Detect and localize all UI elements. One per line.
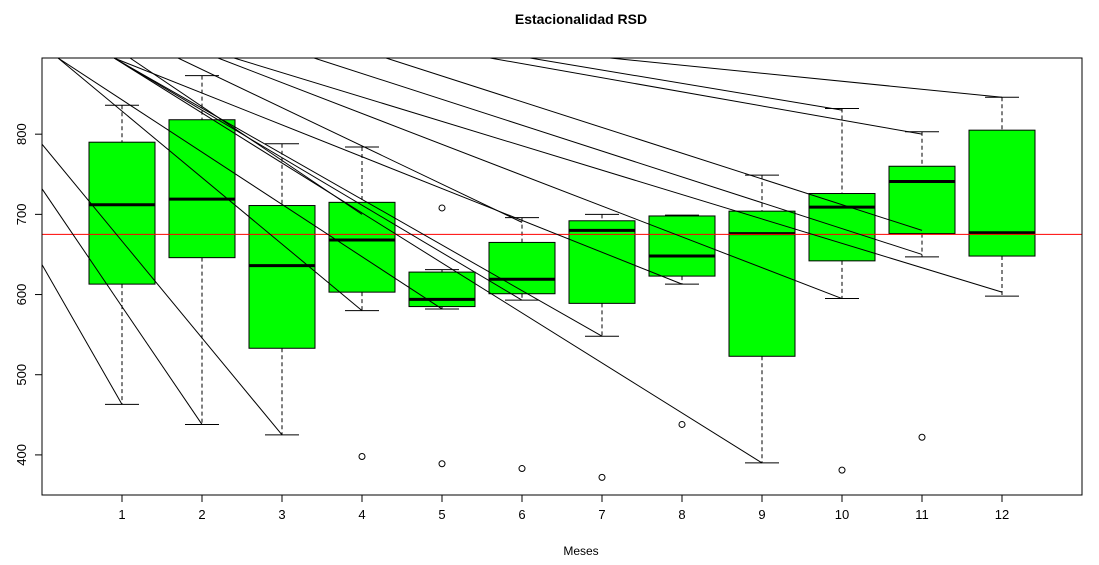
box-month-8 — [648, 214, 716, 428]
box-iqr — [248, 205, 316, 349]
diagonal-line — [217, 58, 843, 300]
outlier-point — [438, 204, 446, 212]
box-month-9 — [728, 174, 796, 464]
diagonal-line — [177, 58, 523, 223]
outlier-point — [918, 433, 926, 441]
y-tick-label: 600 — [14, 284, 29, 306]
diagonal-line — [57, 58, 363, 311]
box-month-7 — [568, 213, 636, 481]
x-tick-label: 3 — [278, 507, 285, 522]
diagonal-line — [489, 58, 923, 135]
box-month-3 — [248, 143, 316, 436]
outlier-point — [358, 453, 366, 461]
y-tick-label: 700 — [14, 204, 29, 226]
x-tick-label: 9 — [758, 507, 765, 522]
outlier-point — [438, 460, 446, 468]
box-iqr — [888, 165, 956, 235]
box-month-5 — [408, 204, 476, 468]
x-tick-label: 1 — [118, 507, 125, 522]
outlier-point — [518, 465, 526, 473]
outlier-point — [598, 473, 606, 481]
x-tick-label: 5 — [438, 507, 445, 522]
diagonal-line — [609, 58, 1003, 98]
box-iqr — [728, 210, 796, 357]
box-month-10 — [808, 108, 876, 474]
diagonal-line — [113, 58, 683, 285]
diagonal-line — [233, 58, 1003, 293]
diagonal-line — [385, 58, 923, 231]
x-tick-label: 6 — [518, 507, 525, 522]
diagonal-line — [313, 58, 923, 255]
x-tick-label: 10 — [835, 507, 849, 522]
box-iqr — [328, 201, 396, 293]
x-tick-label: 4 — [358, 507, 365, 522]
diagonal-line — [529, 58, 843, 111]
plot-frame — [41, 57, 1083, 496]
box-iqr — [568, 220, 636, 304]
box-iqr — [648, 215, 716, 277]
diagonal-line — [113, 58, 763, 464]
box-month-6 — [488, 217, 556, 473]
diagonal-line — [42, 263, 123, 405]
plot-area — [42, 58, 1082, 481]
box-iqr — [968, 129, 1036, 257]
x-tick-label: 8 — [678, 507, 685, 522]
outlier-point — [678, 420, 686, 428]
box-iqr — [488, 241, 556, 295]
box-iqr — [168, 119, 236, 259]
diagonal-line — [113, 58, 523, 301]
x-axis-label: Meses — [563, 544, 598, 558]
x-tick-label: 11 — [915, 507, 929, 522]
chart-title: Estacionalidad RSD — [515, 11, 647, 27]
diagonal-line — [42, 143, 283, 436]
y-tick-label: 500 — [14, 364, 29, 386]
box-month-4 — [328, 146, 396, 461]
box-month-12 — [968, 96, 1036, 297]
box-month-1 — [88, 104, 156, 405]
y-tick-label: 800 — [14, 123, 29, 145]
x-tick-label: 12 — [995, 507, 1009, 522]
diagonal-line — [113, 58, 603, 337]
diagonal-line — [57, 58, 443, 310]
x-tick-label: 2 — [198, 507, 205, 522]
outlier-point — [838, 466, 846, 474]
y-tick-label: 400 — [14, 444, 29, 466]
diagonal-line — [42, 187, 203, 425]
box-month-11 — [888, 131, 956, 441]
box-iqr — [88, 141, 156, 285]
diagonal-line — [129, 58, 363, 215]
x-tick-label: 7 — [598, 507, 605, 522]
